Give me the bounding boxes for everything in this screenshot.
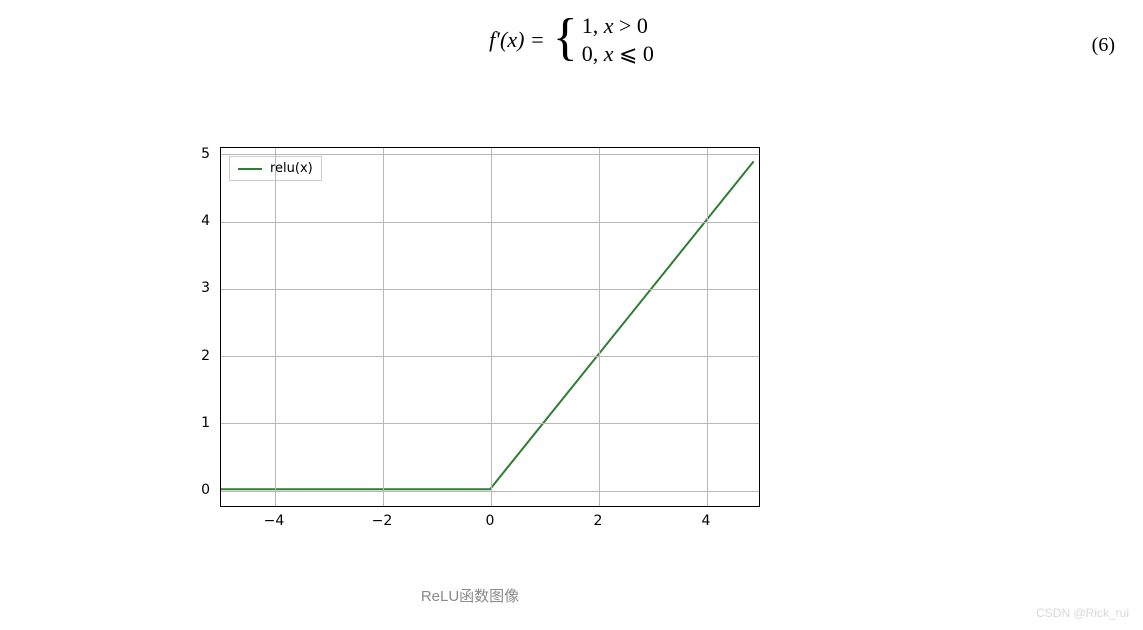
xtick-label: −4: [264, 513, 285, 529]
watermark: CSDN @Rick_rui: [1036, 606, 1129, 620]
gridline-h: [221, 491, 759, 492]
gridline-v: [491, 148, 492, 506]
ytick-label: 2: [150, 348, 210, 364]
ytick-label: 3: [150, 280, 210, 296]
plot-area: relu(x): [220, 147, 760, 507]
gridline-h: [221, 154, 759, 155]
gridline-v: [383, 148, 384, 506]
ytick-label: 5: [150, 146, 210, 162]
equation-lhs: f′(x) =: [489, 27, 545, 53]
chart-caption: ReLU函数图像: [150, 585, 790, 606]
ytick-label: 4: [150, 213, 210, 229]
gridline-h: [221, 423, 759, 424]
xtick-label: 2: [594, 513, 603, 529]
xtick-label: −2: [372, 513, 393, 529]
relu-chart: relu(x) −4 −2 0 2 4 0 1 2 3 4 5: [150, 135, 790, 555]
brace-icon: {: [553, 12, 578, 64]
equation-cases: 1, x > 0 0, x ⩽ 0: [582, 12, 654, 67]
gridline-h: [221, 356, 759, 357]
gridline-h: [221, 222, 759, 223]
legend-label: relu(x): [270, 161, 313, 176]
xtick-label: 0: [486, 513, 495, 529]
equation-case-2: 0, x ⩽ 0: [582, 40, 654, 68]
equation-number: (6): [1092, 34, 1115, 57]
ytick-label: 1: [150, 415, 210, 431]
equation: f′(x) = { 1, x > 0 0, x ⩽ 0: [489, 12, 654, 67]
xtick-label: 4: [702, 513, 711, 529]
gridline-v: [707, 148, 708, 506]
equation-case-1: 1, x > 0: [582, 12, 654, 40]
gridline-v: [599, 148, 600, 506]
relu-series: [221, 161, 754, 489]
gridline-h: [221, 289, 759, 290]
gridline-v: [275, 148, 276, 506]
equation-row: f′(x) = { 1, x > 0 0, x ⩽ 0 (6): [0, 12, 1143, 82]
ytick-label: 0: [150, 482, 210, 498]
legend-line-icon: [238, 168, 262, 170]
